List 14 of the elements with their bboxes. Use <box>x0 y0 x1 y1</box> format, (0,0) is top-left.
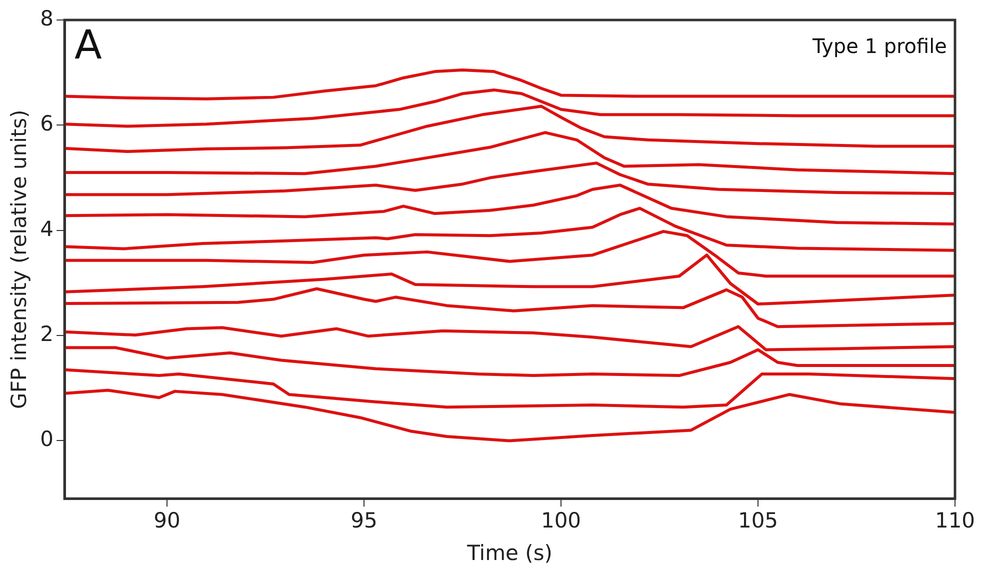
x-tick-label: 100 <box>540 508 582 533</box>
y-tick-label: 4 <box>40 216 54 241</box>
y-tick-label: 6 <box>40 112 54 136</box>
x-tick-label: 90 <box>154 508 180 533</box>
annotation: A <box>74 22 103 68</box>
x-tick-label: 95 <box>350 508 378 533</box>
x-tick-label: 110 <box>934 508 976 533</box>
y-tick-label: 0 <box>40 427 54 452</box>
y-axis-title: GFP intensity (relative units) <box>7 110 32 409</box>
annotation: Type 1 profile <box>811 34 947 58</box>
x-axis-title: Time (s) <box>466 540 552 565</box>
y-tick-label: 8 <box>40 6 54 30</box>
x-tick-label: 105 <box>738 508 778 533</box>
y-tick-label: 2 <box>40 322 54 346</box>
